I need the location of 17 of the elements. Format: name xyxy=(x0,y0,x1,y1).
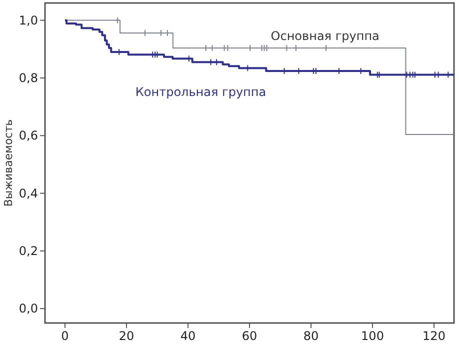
x-tick-label: 80 xyxy=(303,329,319,343)
y-tick-label: 0,8 xyxy=(18,70,38,85)
x-tick-label: 60 xyxy=(242,329,258,343)
x-tick-label: 20 xyxy=(118,329,134,343)
y-tick-label: 0,0 xyxy=(18,302,38,316)
y-tick-label: 0,2 xyxy=(18,244,38,258)
y-tick-label: 0,4 xyxy=(18,186,38,200)
series-label: Контрольная группа xyxy=(135,85,266,99)
x-tick-label: 40 xyxy=(180,329,196,343)
point xyxy=(115,16,120,24)
x-tick-label: 100 xyxy=(361,329,384,343)
y-tick-label: 1,0 xyxy=(18,13,38,28)
series-label: Основная группа xyxy=(270,29,380,43)
x-tick-label: 0 xyxy=(61,329,69,343)
y-axis-title: Выживаемость xyxy=(2,119,15,207)
y-tick-label: 0,6 xyxy=(18,128,38,143)
x-tick-label: 120 xyxy=(422,329,446,343)
